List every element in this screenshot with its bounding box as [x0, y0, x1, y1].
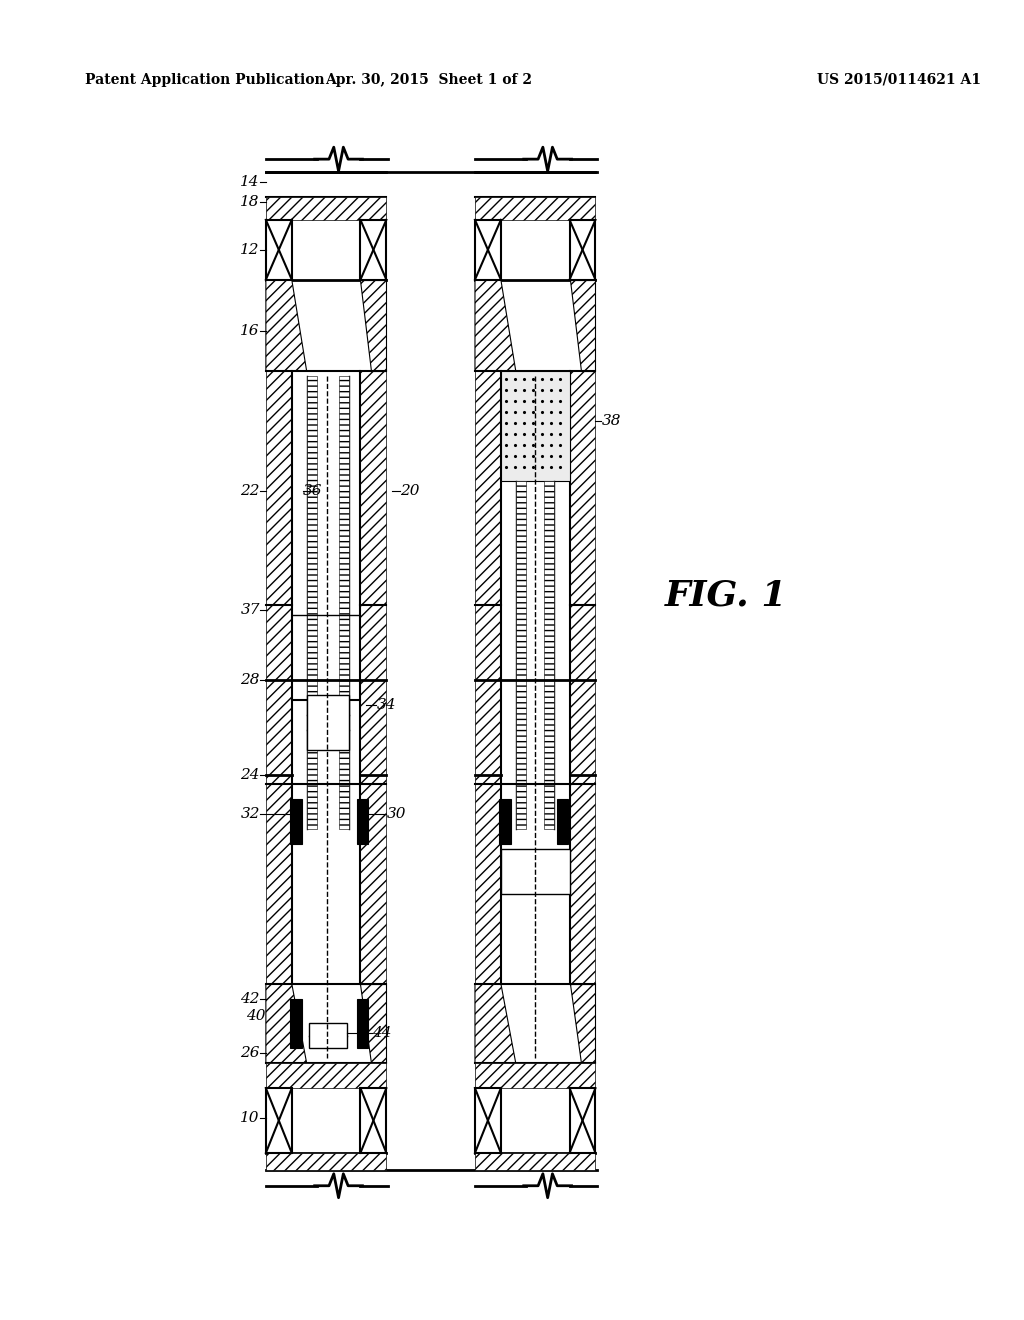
- Polygon shape: [569, 983, 595, 1064]
- Bar: [569, 220, 595, 280]
- Text: 36: 36: [303, 483, 323, 498]
- Bar: [360, 1088, 386, 1152]
- Bar: [357, 998, 369, 1048]
- Text: 32: 32: [241, 808, 260, 821]
- Bar: [307, 376, 316, 829]
- Polygon shape: [266, 280, 307, 371]
- Text: 40: 40: [247, 1010, 266, 1023]
- Text: 26: 26: [241, 1047, 260, 1060]
- Bar: [266, 1064, 386, 1088]
- Polygon shape: [569, 280, 595, 371]
- Bar: [357, 800, 369, 845]
- Polygon shape: [360, 983, 386, 1064]
- Text: 12: 12: [241, 243, 260, 257]
- Text: 16: 16: [241, 325, 260, 338]
- Text: 10: 10: [241, 1111, 260, 1125]
- Bar: [516, 480, 525, 829]
- Bar: [569, 1088, 595, 1152]
- Bar: [475, 371, 501, 983]
- Bar: [266, 1088, 292, 1152]
- Bar: [475, 197, 595, 220]
- Text: 38: 38: [601, 414, 621, 428]
- Bar: [266, 1152, 386, 1170]
- Bar: [501, 849, 569, 894]
- Text: 18: 18: [241, 195, 260, 209]
- Text: 22: 22: [241, 483, 260, 498]
- Text: 24: 24: [241, 767, 260, 781]
- Bar: [569, 371, 595, 983]
- Bar: [292, 371, 360, 983]
- Text: Patent Application Publication: Patent Application Publication: [85, 73, 325, 87]
- Bar: [290, 998, 302, 1048]
- Bar: [360, 220, 386, 280]
- Bar: [339, 376, 348, 829]
- Text: 42: 42: [241, 991, 260, 1006]
- Bar: [475, 1088, 501, 1152]
- Bar: [266, 197, 386, 220]
- Bar: [475, 1064, 595, 1088]
- Polygon shape: [360, 280, 386, 371]
- Bar: [307, 694, 348, 750]
- Bar: [544, 480, 554, 829]
- Text: Apr. 30, 2015  Sheet 1 of 2: Apr. 30, 2015 Sheet 1 of 2: [325, 73, 531, 87]
- Polygon shape: [475, 983, 516, 1064]
- Text: 20: 20: [400, 483, 420, 498]
- Bar: [475, 1152, 595, 1170]
- Text: 44: 44: [373, 1027, 392, 1040]
- Text: 34: 34: [377, 698, 396, 711]
- Bar: [290, 800, 302, 845]
- Bar: [266, 220, 292, 280]
- Text: FIG. 1: FIG. 1: [666, 578, 787, 612]
- Polygon shape: [266, 983, 307, 1064]
- Bar: [499, 800, 511, 845]
- Bar: [475, 220, 501, 280]
- Bar: [308, 1023, 346, 1048]
- Polygon shape: [475, 280, 516, 371]
- Bar: [360, 371, 386, 983]
- Bar: [557, 800, 567, 845]
- Text: 30: 30: [386, 808, 406, 821]
- Bar: [501, 371, 569, 983]
- Text: US 2015/0114621 A1: US 2015/0114621 A1: [816, 73, 981, 87]
- Text: 37: 37: [241, 603, 260, 618]
- Text: 28: 28: [241, 673, 260, 686]
- Bar: [501, 371, 569, 480]
- Text: 14: 14: [241, 176, 260, 189]
- Bar: [266, 371, 292, 983]
